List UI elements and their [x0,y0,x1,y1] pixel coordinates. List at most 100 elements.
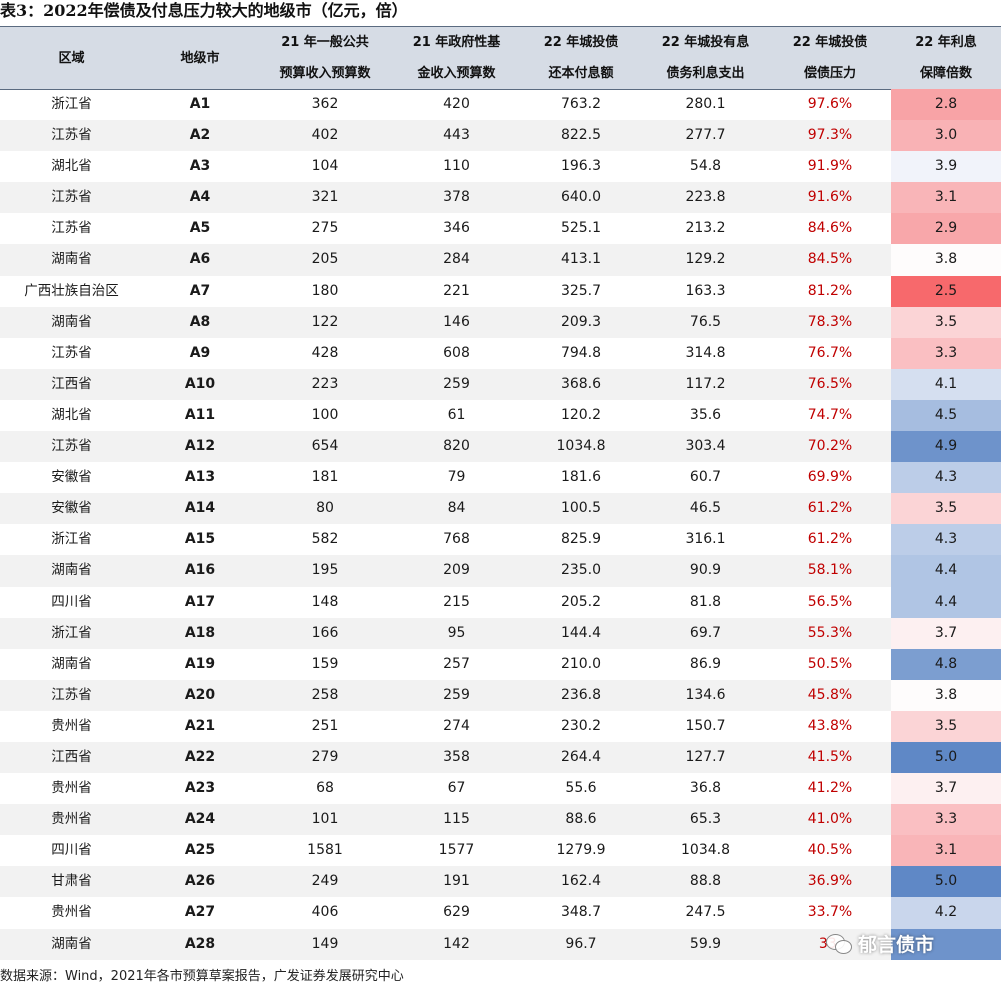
cell-general-budget: 68 [316,780,334,797]
cell-interest: 81.8 [689,593,722,610]
cell-repay: 1034.8 [556,438,606,455]
cell-general-budget: 654 [311,438,339,455]
table-body: 浙江省 A1 362 420 763.2 280.1 97.6% 2.8 江苏省 A2 402 443… [0,89,1001,960]
table-row: 湖南省 A19 159 257 210.0 86.9 50.5% 4.8 [0,648,1001,680]
cell-interest: 134.6 [685,686,726,703]
cell-gov-budget: 191 [443,873,470,890]
cell-repay: 525.1 [560,220,602,237]
cell-city: A8 [189,313,211,330]
cell-repay: 230.2 [560,717,602,734]
cell-repay: 236.8 [560,686,602,703]
cell-interest: 127.7 [685,748,726,765]
cell-pressure: 74.7% [807,406,853,423]
cell-coverage: 3.8 [891,244,1001,276]
cell-pressure: 61.2% [807,500,853,517]
cell-repay: 235.0 [560,562,602,579]
cell-pressure: 81.2% [807,282,853,299]
cell-general-budget: 362 [311,96,339,112]
cell-general-budget: 101 [311,811,339,828]
cell-coverage: 3.0 [891,120,1001,152]
cell-city: A25 [184,842,216,859]
watermark-text: 郁言债市 [858,933,935,956]
cell-interest: 76.5 [689,313,722,330]
cell-coverage: 3.5 [891,710,1001,742]
cell-pressure: 84.5% [807,251,853,268]
cell-coverage: 3.9 [891,151,1001,183]
cell-general-budget: 406 [311,904,339,921]
table-row: 江苏省 A5 275 346 525.1 213.2 84.6% 2.9 [0,213,1001,245]
cell-repay: 325.7 [560,282,602,299]
cell-repay: 210.0 [560,655,602,672]
cell-region: 江西省 [51,375,92,392]
cell-gov-budget: 420 [443,96,470,112]
cell-gov-budget: 110 [443,158,470,175]
cell-city: A22 [184,748,216,765]
cell-region: 安徽省 [51,469,92,486]
cell-city: A1 [189,96,211,112]
cell-repay: 181.6 [560,469,602,486]
cell-pressure: 78.3% [807,313,853,330]
cell-interest: 54.8 [689,158,722,175]
cell-region: 江苏省 [51,220,92,237]
cell-coverage: 4.4 [891,586,1001,618]
cell-pressure: 56.5% [807,593,853,610]
cell-gov-budget: 443 [443,127,470,144]
cell-interest: 117.2 [685,375,726,392]
cell-region: 江苏省 [51,127,92,144]
cell-coverage: 4.3 [891,524,1001,556]
header-city: 地级市 [180,50,220,66]
cell-coverage: 4.1 [891,368,1001,400]
table-row: 贵州省 A23 68 67 55.6 36.8 41.2% 3.7 [0,773,1001,805]
cell-interest: 129.2 [685,251,726,268]
cell-interest: 277.7 [685,127,726,144]
cell-repay: 100.5 [560,500,602,517]
cell-city: A17 [184,593,216,610]
cell-interest: 316.1 [685,531,726,548]
cell-region: 浙江省 [51,531,92,548]
cell-pressure: 97.6% [807,96,853,112]
cell-coverage: 4.4 [891,555,1001,587]
cell-interest: 36.8 [689,780,722,797]
cell-general-budget: 258 [311,686,339,703]
cell-region: 湖北省 [51,158,92,175]
header-repay: 22 年城投债 还本付息额 [543,35,619,81]
cell-pressure: 76.5% [807,375,853,392]
cell-gov-budget: 67 [447,780,466,797]
cell-repay: 162.4 [560,873,602,890]
cell-region: 湖南省 [51,655,92,672]
cell-interest: 223.8 [685,189,726,206]
cell-pressure: 84.6% [807,220,853,237]
cell-city: A28 [184,935,216,952]
cell-region: 甘肃省 [51,873,92,890]
cell-general-budget: 122 [311,313,339,330]
cell-pressure: 91.6% [807,189,853,206]
cell-coverage: 3.5 [891,306,1001,338]
table-row: 贵州省 A27 406 629 348.7 247.5 33.7% 4.2 [0,897,1001,929]
header-general-budget: 21 年一般公共 预算收入预算数 [279,35,371,81]
cell-gov-budget: 209 [443,562,470,579]
cell-gov-budget: 84 [447,500,466,517]
cell-city: A21 [184,717,216,734]
cell-gov-budget: 608 [443,344,470,361]
cell-gov-budget: 95 [447,624,466,641]
cell-gov-budget: 378 [443,189,470,206]
table-row: 湖北省 A11 100 61 120.2 35.6 74.7% 4.5 [0,399,1001,432]
cell-interest: 314.8 [685,344,726,361]
cell-general-budget: 166 [311,624,339,641]
cell-city: A18 [184,624,216,641]
cell-interest: 213.2 [685,220,726,237]
table-row: 广西壮族自治区 A7 180 221 325.7 163.3 81.2% 2.5 [0,275,1001,307]
cell-pressure: 50.5% [807,655,853,672]
cell-gov-budget: 142 [443,935,470,952]
cell-interest: 303.4 [685,438,726,455]
cell-coverage: 3.3 [891,804,1001,836]
header-region: 区域 [58,50,85,66]
cell-repay: 144.4 [560,624,602,641]
cell-city: A27 [184,904,216,921]
table-row: 浙江省 A15 582 768 825.9 316.1 61.2% 4.3 [0,524,1001,556]
table-row: 江苏省 A20 258 259 236.8 134.6 45.8% 3.8 [0,679,1001,711]
cell-pressure: 55.3% [807,624,853,641]
cell-region: 江西省 [51,748,92,765]
cell-general-budget: 195 [311,562,339,579]
cell-gov-budget: 259 [443,686,470,703]
